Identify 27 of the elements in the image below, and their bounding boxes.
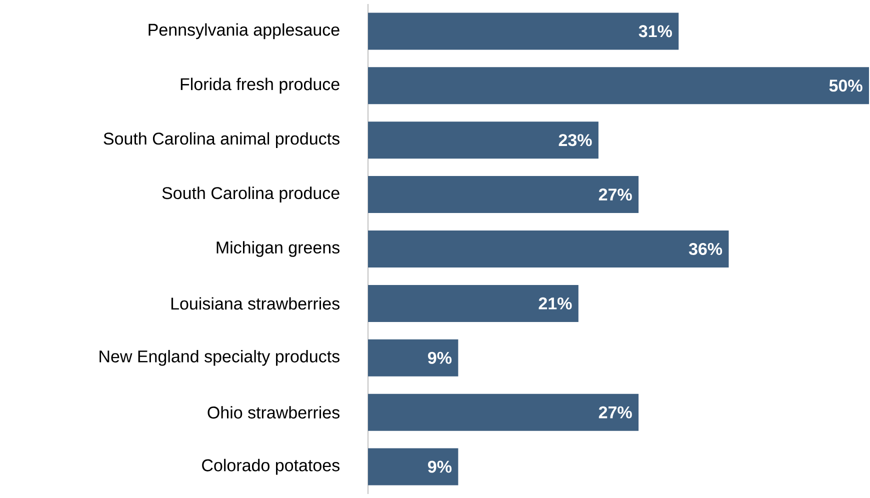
bar xyxy=(368,230,729,268)
bar xyxy=(368,448,458,486)
data-label: 9% xyxy=(428,460,452,473)
data-label: 23% xyxy=(558,134,592,146)
bar xyxy=(368,176,639,214)
y-tick-label: South Carolina produce xyxy=(162,186,340,202)
data-label: 21% xyxy=(538,297,572,310)
y-tick-label: Michigan greens xyxy=(216,241,340,257)
bar xyxy=(368,67,870,104)
bar xyxy=(368,12,679,50)
y-tick-label: Colorado potatoes xyxy=(202,458,340,475)
y-tick-label: Ohio strawberries xyxy=(208,406,340,419)
y-tick-label: South Carolina animal products xyxy=(104,132,340,148)
data-label: 36% xyxy=(688,242,722,256)
bar xyxy=(368,284,578,322)
data-label: 27% xyxy=(598,406,632,418)
data-label: 27% xyxy=(598,188,632,201)
y-tick-label: New England specialty products xyxy=(100,350,340,366)
bar xyxy=(368,394,639,431)
y-tick-label: Florida fresh produce xyxy=(180,78,340,94)
bar xyxy=(368,122,598,159)
data-label: 9% xyxy=(428,352,452,364)
bar xyxy=(368,339,458,376)
data-label: 50% xyxy=(829,80,862,92)
data-label: 31% xyxy=(638,25,672,38)
y-tick-label: Pennsylvania applesauce xyxy=(148,23,340,40)
y-tick-label: Louisiana strawberries xyxy=(171,297,340,310)
